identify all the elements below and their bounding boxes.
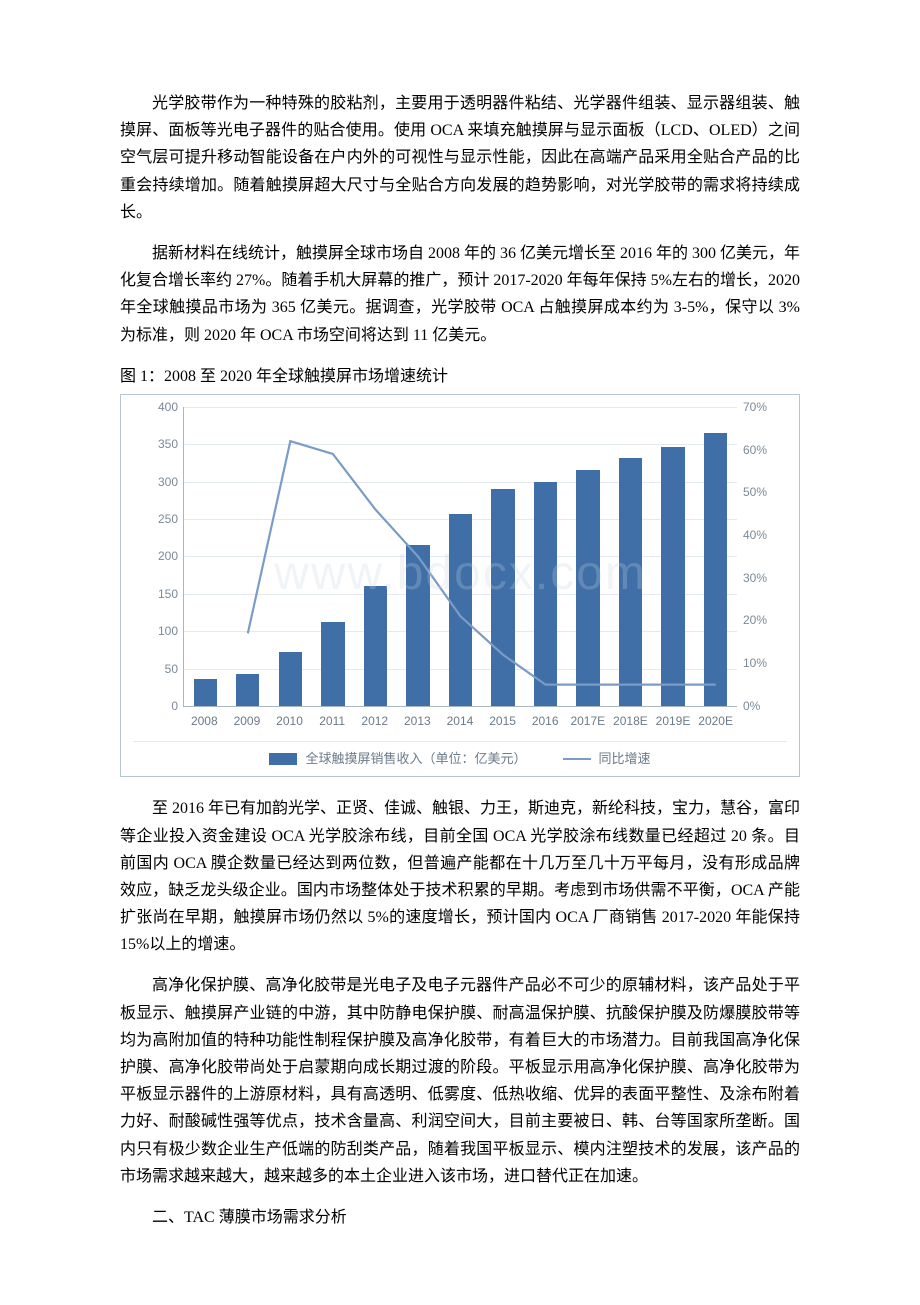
legend-label-line: 同比增速 (599, 748, 651, 770)
chart-bar (661, 447, 684, 706)
y-right-tick-label: 0% (743, 696, 785, 716)
x-tick-label: 2017E (566, 711, 609, 731)
y-right-tick-label: 50% (743, 482, 785, 502)
y-axis-left-labels: 050100150200250300350400 (142, 407, 178, 706)
y-left-tick-label: 0 (142, 696, 178, 716)
y-left-tick-label: 400 (142, 397, 178, 417)
y-right-tick-label: 70% (743, 397, 785, 417)
x-tick-label: 2020E (694, 711, 737, 731)
y-right-tick-label: 30% (743, 568, 785, 588)
x-tick-label: 2018E (609, 711, 652, 731)
paragraph-3: 至 2016 年已有加韵光学、正贤、佳诚、触银、力王，斯迪克，新纶科技，宝力，慧… (120, 795, 800, 958)
x-tick-label: 2014 (439, 711, 482, 731)
y-right-tick-label: 40% (743, 525, 785, 545)
chart-bar (704, 433, 727, 706)
chart-bar (491, 489, 514, 706)
x-tick-label: 2015 (481, 711, 524, 731)
paragraph-4: 高净化保护膜、高净化胶带是光电子及电子元器件产品必不可少的原辅材料，该产品处于平… (120, 972, 800, 1190)
x-tick-label: 2008 (183, 711, 226, 731)
y-left-tick-label: 200 (142, 546, 178, 566)
chart-bar (534, 482, 557, 706)
y-left-tick-label: 250 (142, 509, 178, 529)
chart-bar (321, 622, 344, 706)
chart-legend: 全球触摸屏销售收入（单位：亿美元） 同比增速 (133, 741, 787, 770)
x-axis-labels: 2008200920102011201220132014201520162017… (183, 711, 737, 731)
paragraph-1: 光学胶带作为一种特殊的胶粘剂，主要用于透明器件粘结、光学器件组装、显示器组装、触… (120, 90, 800, 226)
chart-bar (236, 674, 259, 705)
legend-swatch-line (563, 758, 591, 760)
legend-label-bar: 全球触摸屏销售收入（单位：亿美元） (305, 748, 526, 770)
y-axis-right-labels: 0%10%20%30%40%50%60%70% (743, 407, 785, 706)
x-tick-label: 2016 (524, 711, 567, 731)
y-left-tick-label: 350 (142, 434, 178, 454)
chart-bar (576, 470, 599, 705)
y-left-tick-label: 100 (142, 621, 178, 641)
y-left-tick-label: 150 (142, 584, 178, 604)
y-right-tick-label: 20% (743, 610, 785, 630)
legend-swatch-bar (269, 753, 297, 765)
y-right-tick-label: 10% (743, 653, 785, 673)
x-tick-label: 2013 (396, 711, 439, 731)
chart-plot-area: 050100150200250300350400 0%10%20%30%40%5… (183, 407, 737, 707)
legend-item-line: 同比增速 (563, 748, 651, 770)
y-left-tick-label: 300 (142, 471, 178, 491)
paragraph-2: 据新材料在线统计，触摸屏全球市场自 2008 年的 36 亿美元增长至 2016… (120, 240, 800, 349)
chart-container: 0 50 100 150 200 250 300 350 400 0% 10% 20% 30% 40% 5… (120, 394, 800, 777)
figure-caption: 图 1：2008 至 2020 年全球触摸屏市场增速统计 (120, 363, 800, 390)
x-tick-label: 2012 (353, 711, 396, 731)
legend-item-bar: 全球触摸屏销售收入（单位：亿美元） (269, 748, 526, 770)
x-tick-label: 2011 (311, 711, 354, 731)
y-left-tick-label: 50 (142, 658, 178, 678)
chart-bar (406, 545, 429, 706)
x-tick-label: 2010 (268, 711, 311, 731)
y-right-tick-label: 60% (743, 439, 785, 459)
chart-bar (449, 514, 472, 706)
paragraph-5: 二、TAC 薄膜市场需求分析 (120, 1204, 800, 1231)
chart-bar (364, 586, 387, 706)
chart-bars (184, 407, 737, 706)
chart-bar (194, 679, 217, 706)
chart-bar (619, 458, 642, 705)
x-tick-label: 2019E (652, 711, 695, 731)
x-tick-label: 2009 (226, 711, 269, 731)
chart-bar (279, 652, 302, 706)
